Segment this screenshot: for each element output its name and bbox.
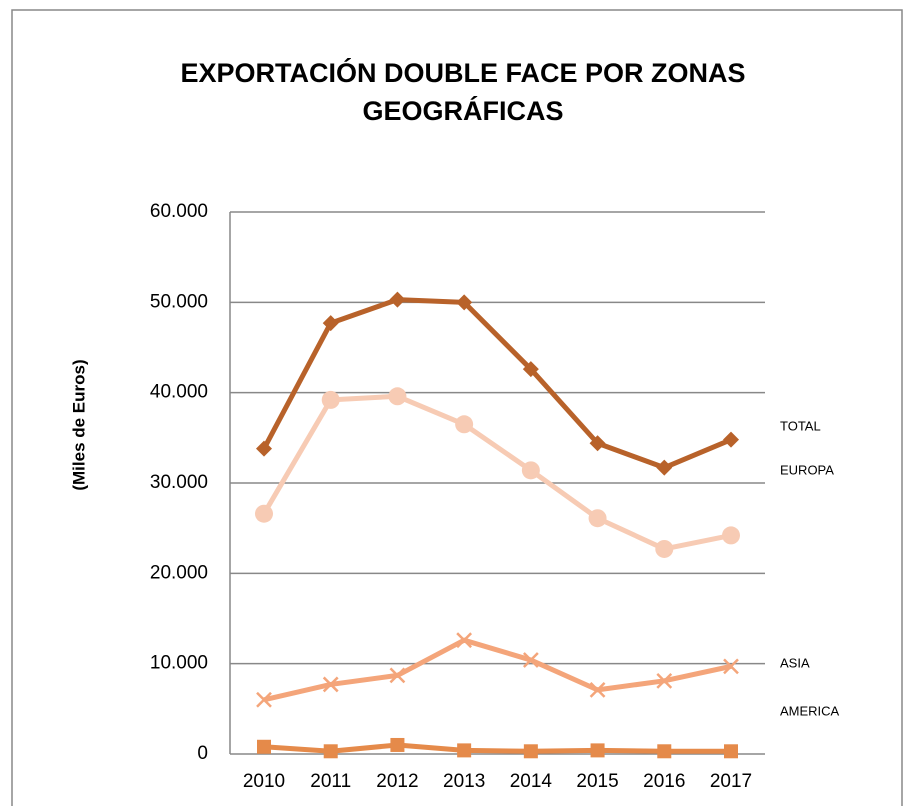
marker <box>722 526 740 545</box>
x-tick-label: 2017 <box>710 771 752 792</box>
marker <box>388 387 407 406</box>
y-tick-label: 40.000 <box>150 382 208 403</box>
marker <box>256 440 272 457</box>
legend-label: TOTAL <box>780 418 821 433</box>
series-line <box>261 297 732 471</box>
marker <box>257 739 271 754</box>
marker <box>256 691 272 708</box>
marker <box>723 658 739 675</box>
marker <box>521 461 540 480</box>
marker <box>588 509 607 528</box>
x-tick-label: 2013 <box>443 771 485 792</box>
series-line <box>263 637 732 703</box>
x-tick-label: 2011 <box>310 771 351 792</box>
marker <box>589 681 606 698</box>
legend-label: ASIA <box>780 655 810 670</box>
y-axis-label: (Miles de Euros) <box>69 359 88 490</box>
marker <box>657 744 672 759</box>
series-line <box>261 393 732 552</box>
x-tick-label: 2010 <box>243 771 285 792</box>
marker <box>322 315 339 332</box>
marker <box>656 672 673 689</box>
marker <box>589 435 606 452</box>
marker <box>723 431 739 448</box>
chart-title: GEOGRÁFICAS <box>362 95 563 126</box>
y-tick-label: 0 <box>197 743 208 764</box>
chart-frame <box>11 9 903 806</box>
marker <box>456 294 473 311</box>
marker <box>656 459 673 476</box>
x-tick-label: 2015 <box>576 771 618 792</box>
y-tick-label: 20.000 <box>150 562 208 583</box>
marker <box>389 291 406 308</box>
marker <box>390 737 405 752</box>
marker <box>389 667 406 684</box>
y-tick-label: 10.000 <box>150 653 208 674</box>
marker <box>456 632 473 649</box>
marker <box>323 744 338 759</box>
x-tick-label: 2016 <box>643 771 685 792</box>
marker <box>255 504 273 523</box>
marker <box>522 652 539 668</box>
x-tick-label: 2014 <box>510 771 553 792</box>
legend-label: EUROPA <box>780 462 834 477</box>
marker <box>322 676 339 693</box>
marker <box>321 390 340 409</box>
marker <box>523 744 538 759</box>
marker <box>457 743 472 758</box>
y-tick-label: 60.000 <box>150 201 208 222</box>
x-tick-label: 2012 <box>376 771 418 792</box>
marker <box>590 743 605 758</box>
marker <box>522 361 539 378</box>
series-line <box>263 742 731 754</box>
chart-title: EXPORTACIÓN DOUBLE FACE POR ZONAS <box>180 57 745 88</box>
marker <box>655 539 674 558</box>
y-tick-label: 30.000 <box>150 472 208 493</box>
legend-label: AMERICA <box>780 703 840 718</box>
marker <box>455 415 474 434</box>
y-tick-label: 50.000 <box>150 291 208 312</box>
marker <box>724 744 738 759</box>
